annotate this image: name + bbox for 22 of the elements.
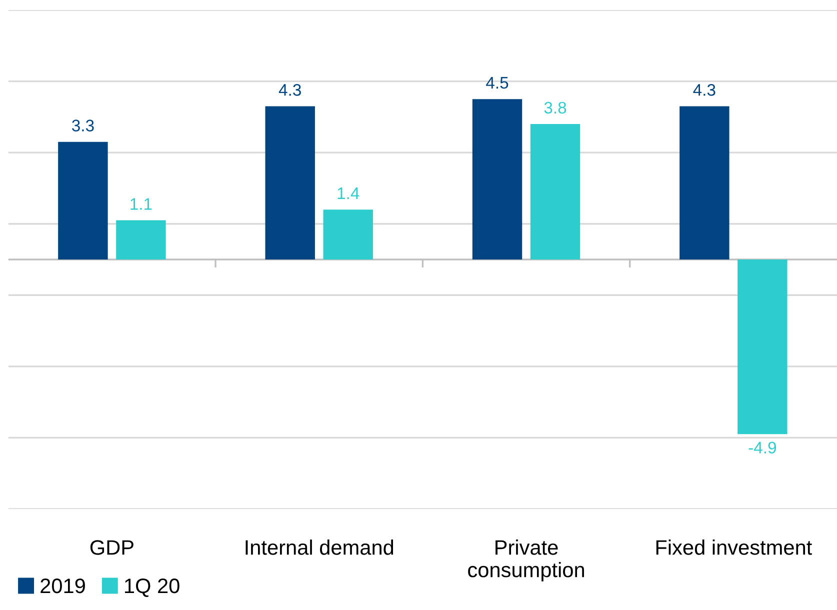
bar (116, 220, 166, 260)
data-label: -4.9 (748, 442, 776, 454)
data-label: 4.5 (486, 77, 508, 89)
bar (530, 124, 580, 260)
x-tick-label: Internal demand (246, 540, 394, 555)
data-label: 1.4 (338, 188, 360, 200)
bar (680, 106, 730, 260)
data-label: 3.3 (72, 120, 94, 132)
bar (472, 99, 522, 260)
x-tick-label: Fixed investment (656, 540, 812, 555)
bar (265, 106, 315, 260)
bar (323, 210, 373, 260)
data-label: 1.1 (130, 198, 152, 210)
x-tick-label: Private consumption (468, 540, 584, 582)
data-label: 4.3 (278, 84, 301, 96)
bar (58, 142, 108, 260)
x-tick-label: GDP (90, 540, 134, 555)
bar (738, 260, 788, 434)
legend-label: 1Q 20 (125, 578, 180, 597)
legend-label: 2019 (40, 578, 85, 594)
data-label: 3.8 (544, 102, 566, 114)
data-label: 4.3 (693, 84, 716, 96)
